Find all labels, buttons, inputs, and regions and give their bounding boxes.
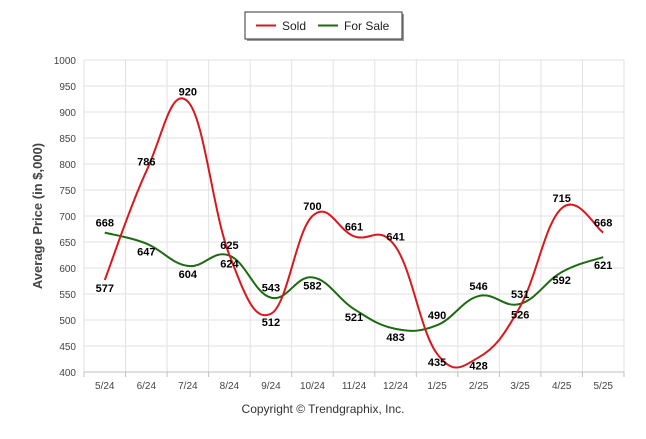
x-axis: 5/24 6/24 7/24 8/24 9/24 10/24 11/24 12/24 1/25 2… bbox=[83, 371, 625, 392]
data-label: 521 bbox=[345, 312, 363, 324]
copyright-credit: Copyright © Trendgraphix, Inc. bbox=[241, 402, 405, 416]
data-label: 582 bbox=[303, 280, 321, 292]
x-tick-label: 10/24 bbox=[300, 381, 325, 392]
legend: Sold For Sale bbox=[244, 11, 404, 41]
data-label: 624 bbox=[220, 259, 239, 271]
y-tick-label: 400 bbox=[59, 368, 76, 379]
data-label: 428 bbox=[469, 360, 487, 372]
y-tick-label: 800 bbox=[59, 160, 76, 171]
data-label: 668 bbox=[96, 218, 114, 230]
data-label: 621 bbox=[594, 260, 612, 272]
data-label: 641 bbox=[386, 232, 404, 244]
x-tick-label: 12/24 bbox=[383, 381, 408, 392]
x-tick-label: 9/24 bbox=[261, 381, 281, 392]
data-label: 786 bbox=[137, 156, 155, 168]
y-tick-label: 650 bbox=[59, 238, 76, 249]
y-tick-label: 500 bbox=[59, 316, 76, 327]
y-tick-label: 1000 bbox=[54, 56, 77, 67]
data-label: 661 bbox=[345, 221, 363, 233]
x-tick-label: 3/25 bbox=[510, 381, 530, 392]
data-label: 700 bbox=[303, 201, 321, 213]
legend-label-sold: Sold bbox=[282, 19, 306, 33]
x-tick-label: 6/24 bbox=[137, 381, 157, 392]
y-tick-label: 900 bbox=[59, 108, 76, 119]
y-tick-label: 450 bbox=[59, 342, 76, 353]
data-label: 512 bbox=[262, 317, 280, 329]
x-tick-label: 7/24 bbox=[178, 381, 198, 392]
y-tick-label: 950 bbox=[59, 82, 76, 93]
data-label: 531 bbox=[511, 289, 529, 301]
data-label: 490 bbox=[428, 310, 446, 322]
data-label: 592 bbox=[553, 275, 571, 287]
data-label: 577 bbox=[96, 283, 114, 295]
data-label: 483 bbox=[386, 332, 404, 344]
y-tick-label: 850 bbox=[59, 134, 76, 145]
x-tick-label: 1/25 bbox=[427, 381, 447, 392]
gridlines bbox=[83, 59, 625, 373]
data-label: 668 bbox=[594, 218, 612, 230]
series-line-for-sale bbox=[104, 231, 604, 332]
x-tick-label: 5/25 bbox=[593, 381, 613, 392]
y-tick-label: 600 bbox=[59, 264, 76, 275]
x-tick-label: 5/24 bbox=[95, 381, 115, 392]
y-axis: 400 450 500 550 600 650 700 750 800 850 900 950 1000 bbox=[54, 56, 77, 379]
data-label: 647 bbox=[137, 247, 155, 259]
series-line-sold bbox=[103, 97, 604, 369]
data-label: 625 bbox=[220, 240, 238, 252]
x-tick-label: 11/24 bbox=[342, 381, 367, 392]
data-labels: 577 786 920 625 512 700 661 641 435 428 526 715 668 6… bbox=[96, 87, 613, 373]
legend-label-for-sale: For Sale bbox=[344, 19, 390, 33]
data-label: 526 bbox=[511, 309, 529, 321]
data-label: 543 bbox=[262, 283, 280, 295]
data-label: 920 bbox=[179, 87, 197, 99]
y-tick-label: 550 bbox=[59, 290, 76, 301]
x-tick-label: 8/24 bbox=[220, 381, 240, 392]
series-lines bbox=[103, 97, 604, 369]
data-label: 546 bbox=[469, 281, 487, 293]
y-tick-label: 700 bbox=[59, 212, 76, 223]
y-axis-label: Average Price (in $,000) bbox=[30, 143, 45, 289]
y-tick-label: 750 bbox=[59, 186, 76, 197]
data-label: 435 bbox=[428, 357, 446, 369]
data-label: 715 bbox=[553, 193, 571, 205]
x-tick-label: 4/25 bbox=[552, 381, 572, 392]
data-label: 604 bbox=[179, 269, 198, 281]
x-tick-label: 2/25 bbox=[469, 381, 489, 392]
